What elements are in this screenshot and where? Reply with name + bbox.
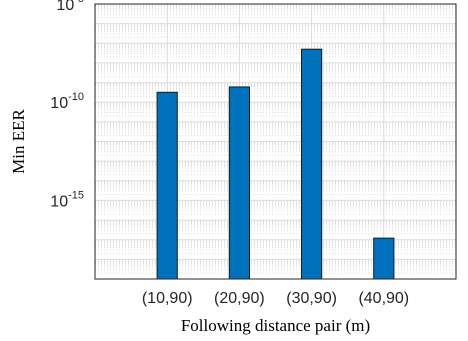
x-tick-label: (30,90) [286,290,337,307]
x-tick-label: (10,90) [142,290,193,307]
bars [156,48,395,280]
x-axis-label: Following distance pair (m) [181,316,370,335]
x-tick-labels: (10,90) (20,90) (30,90) (40,90) [142,290,409,307]
x-tick-label: (40,90) [358,290,409,307]
bar-1 [156,91,178,280]
bar-2 [228,86,251,280]
y-tick-labels: 10-5 10-10 10-15 [50,0,84,210]
bar-4 [373,237,395,280]
y-tick-label: 10-10 [50,91,84,112]
grid [95,3,456,280]
plot-frame [94,3,457,280]
y-tick-label: 10-15 [50,189,84,210]
y-tick-label: 10-5 [56,0,84,14]
bar-3 [300,48,323,280]
y-axis-label: Min EER [9,108,28,173]
x-tick-label: (20,90) [214,290,265,307]
